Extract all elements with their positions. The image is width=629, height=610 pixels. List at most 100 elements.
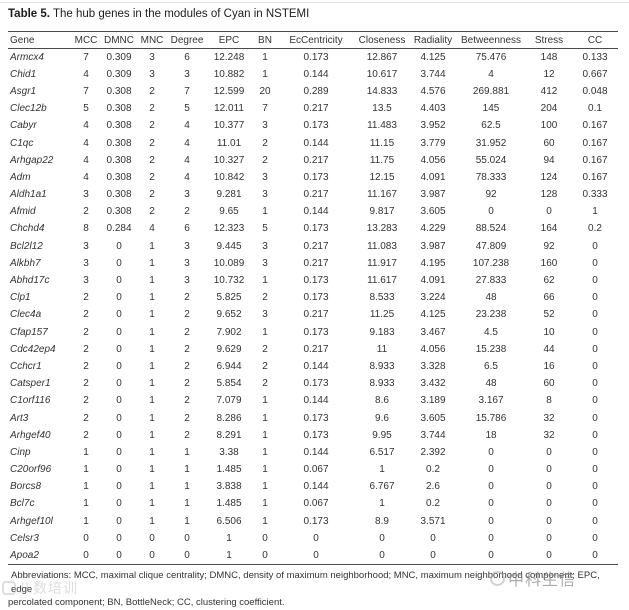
value-cell: 1: [149, 326, 155, 338]
value-cell: 9.281: [216, 189, 242, 201]
column-header-gene: Gene: [8, 31, 70, 49]
value-cell: 1: [184, 498, 190, 510]
value-cell: 204: [540, 103, 558, 115]
value-cell: 1: [149, 395, 155, 407]
value-cell: 2: [262, 378, 268, 390]
value-cell: 4: [184, 154, 190, 166]
value-cell: 0: [116, 446, 122, 458]
value-cell: 160: [540, 257, 558, 269]
value-cell: 2: [262, 343, 268, 355]
value-cell: 9.95: [372, 429, 392, 441]
value-cell: 3.189: [420, 395, 446, 407]
value-cell: 11.917: [367, 257, 397, 269]
value-cell: 13.283: [366, 223, 398, 235]
value-cell: 100: [540, 120, 558, 132]
value-cell: 8.291: [216, 429, 242, 441]
value-cell: 0.144: [303, 206, 329, 218]
table-row: Aldh1a1 3 0.308 2 3 9.281 3 0.217 11.167 3.987 92 1…: [8, 186, 618, 203]
value-cell: 0.067: [303, 464, 329, 476]
value-cell: 15.786: [475, 412, 507, 424]
gene-cell: Arhgap22: [10, 154, 54, 166]
value-cell: 0.217: [303, 154, 329, 166]
value-cell: 0.173: [303, 223, 329, 235]
value-cell: 4.125: [420, 51, 446, 63]
table-row: Arhgef10l 1 0 1 1 6.506 1 0.173 8.9 3.571 0 0 0: [8, 513, 618, 530]
value-cell: 4: [184, 137, 190, 149]
value-cell: 0: [83, 532, 89, 544]
value-cell: 0: [116, 309, 122, 321]
value-cell: 1: [262, 275, 268, 287]
gene-cell: Bcl2l12: [10, 240, 43, 252]
table-row: Celsr3 0 0 0 0 1 0 0 0 0 0 0 0: [8, 530, 618, 547]
value-cell: 0: [546, 464, 552, 476]
value-cell: 0.284: [106, 223, 132, 235]
table-row: Clec12b 5 0.308 2 5 12.011 7 0.217 13.5 4.403 145 2…: [8, 100, 618, 117]
table-row: Bcl7c 1 0 1 1 1.485 1 0.067 1 0.2 0 0 0: [8, 495, 618, 512]
value-cell: 0: [592, 326, 598, 338]
value-cell: 3: [83, 275, 89, 287]
value-cell: 66: [543, 292, 555, 304]
value-cell: 0.167: [582, 137, 608, 149]
value-cell: 0.308: [106, 189, 132, 201]
value-cell: 2: [184, 395, 190, 407]
value-cell: 1: [262, 68, 268, 80]
value-cell: 0: [592, 275, 598, 287]
table-row: Arhgef40 2 0 1 2 8.291 1 0.173 9.95 3.744 18 32 0: [8, 427, 618, 444]
gene-cell: Arhgef40: [10, 429, 51, 441]
value-cell: 0.173: [303, 326, 329, 338]
value-cell: 0.217: [303, 240, 329, 252]
value-cell: 0: [168, 546, 206, 565]
column-header-mcc: MCC: [70, 31, 102, 49]
value-cell: 6.944: [216, 360, 242, 372]
table-title-text: The hub genes in the modules of Cyan in …: [49, 8, 310, 20]
gene-cell: C20orf96: [10, 464, 52, 476]
value-cell: 0: [116, 343, 122, 355]
value-cell: 7: [262, 103, 268, 115]
value-cell: 0: [488, 206, 494, 218]
value-cell: 0: [488, 446, 494, 458]
value-cell: 2: [83, 292, 89, 304]
value-cell: 0.173: [303, 412, 329, 424]
value-cell: 4: [83, 154, 89, 166]
value-cell: 92: [485, 189, 497, 201]
value-cell: 0: [592, 395, 598, 407]
value-cell: 1: [83, 464, 89, 476]
table-row: Borcs8 1 0 1 1 3.838 1 0.144 6.767 2.6 0 0 0: [8, 478, 618, 495]
value-cell: 0: [526, 546, 572, 565]
value-cell: 3.987: [420, 240, 446, 252]
value-cell: 3.744: [420, 429, 446, 441]
value-cell: 3: [262, 189, 268, 201]
value-cell: 124: [540, 171, 558, 183]
value-cell: 0.173: [303, 378, 329, 390]
table-row: Abhd17c 3 0 1 3 10.732 1 0.173 11.617 4.091 27.833…: [8, 272, 618, 289]
value-cell: 3: [83, 257, 89, 269]
value-cell: 0.667: [582, 68, 608, 80]
value-cell: 2: [83, 206, 89, 218]
value-cell: 8.6: [375, 395, 389, 407]
value-cell: 1: [149, 412, 155, 424]
value-cell: 2: [83, 395, 89, 407]
value-cell: 9.817: [369, 206, 395, 218]
table-row: Cdc42ep4 2 0 1 2 9.629 2 0.217 11 4.056 15.238 44 0: [8, 341, 618, 358]
table-row: Afmid 2 0.308 2 2 9.65 1 0.144 9.817 3.605 0 0 1: [8, 203, 618, 220]
value-cell: 5.825: [216, 292, 242, 304]
gene-cell: Abhd17c: [10, 275, 50, 287]
value-cell: 0: [278, 546, 354, 565]
value-cell: 0.144: [303, 446, 329, 458]
value-cell: 9.652: [216, 309, 242, 321]
table-title-label: Table 5.: [8, 8, 50, 20]
value-cell: 2.392: [420, 446, 446, 458]
column-header-dmnc: DMNC: [102, 31, 136, 49]
value-cell: 2: [184, 360, 190, 372]
value-cell: 1: [184, 515, 190, 527]
value-cell: 12.599: [213, 85, 245, 97]
value-cell: 15.238: [475, 343, 507, 355]
column-header-bn: BN: [252, 31, 278, 49]
value-cell: 2: [184, 309, 190, 321]
value-cell: 1: [149, 257, 155, 269]
value-cell: 0: [354, 546, 410, 565]
value-cell: 0: [592, 240, 598, 252]
value-cell: 0.308: [106, 171, 132, 183]
gene-cell: Cfap157: [10, 326, 48, 338]
value-cell: 11: [376, 343, 388, 355]
